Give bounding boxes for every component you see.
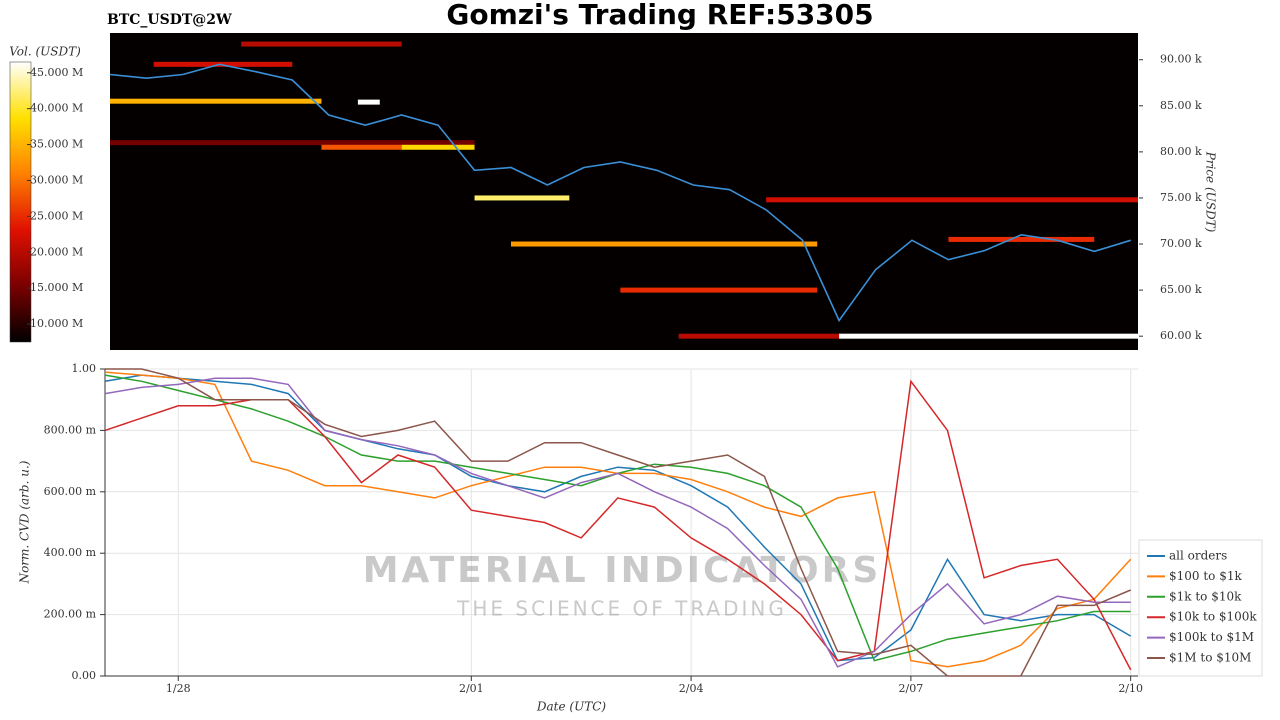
- liquidity-band: [357, 99, 380, 105]
- y-tick-label: 90.00 k: [1160, 53, 1202, 66]
- y-axis-label: Norm. CVD (arb. u.): [18, 460, 32, 584]
- colorbar-tick-label: 35.000 M: [30, 138, 83, 151]
- y-axis-label: Price (USDT): [1204, 151, 1218, 233]
- chart-title: Gomzi's Trading REF:53305: [446, 0, 873, 31]
- x-tick-label: 2/04: [679, 682, 704, 695]
- cvd-line: [105, 368, 1131, 677]
- liquidity-band: [510, 241, 818, 247]
- colorbar-tick-label: 45.000 M: [30, 66, 83, 79]
- y-tick-label: 60.00 k: [1160, 329, 1202, 342]
- y-tick-label: 800.00 m: [44, 423, 97, 436]
- x-axis-label: Date (UTC): [536, 700, 606, 714]
- y-tick-label: 1.00: [72, 362, 97, 375]
- y-tick-label: 600.00 m: [44, 485, 97, 498]
- legend-label: all orders: [1169, 549, 1227, 563]
- y-tick-label: 0.00: [72, 669, 97, 682]
- liquidity-band: [110, 98, 322, 104]
- colorbar-tick-label: 20.000 M: [30, 245, 83, 258]
- liquidity-band: [321, 144, 402, 150]
- y-tick-label: 400.00 m: [44, 546, 97, 559]
- colorbar: [9, 61, 32, 343]
- liquidity-band: [474, 195, 570, 201]
- cvd-line: [104, 379, 1132, 671]
- liquidity-band: [241, 41, 402, 47]
- colorbar-tick-label: 30.000 M: [30, 173, 83, 186]
- watermark-title: MATERIAL INDICATORS: [363, 550, 882, 591]
- colorbar-label: Vol. (USDT): [9, 45, 81, 59]
- liquidity-band: [401, 144, 475, 150]
- x-tick-label: 2/01: [459, 682, 484, 695]
- liquidity-band: [839, 333, 1138, 339]
- colorbar-tick-label: 40.000 M: [30, 102, 83, 115]
- x-tick-label: 2/07: [899, 682, 924, 695]
- chart-subtitle: BTC_USDT@2W: [107, 12, 232, 28]
- colorbar-tick-label: 10.000 M: [30, 317, 83, 330]
- liquidity-band: [620, 287, 818, 293]
- price-line: [109, 63, 1131, 323]
- liquidity-band: [678, 333, 840, 339]
- y-tick-label: 65.00 k: [1160, 283, 1202, 296]
- legend-label: $100 to $1k: [1169, 569, 1242, 583]
- cvd-line: [104, 374, 1132, 662]
- cvd-line: [104, 371, 1132, 668]
- cvd-line: [104, 377, 1131, 668]
- y-tick-label: 200.00 m: [44, 608, 97, 621]
- colorbar-tick-label: 25.000 M: [30, 209, 83, 222]
- liquidity-band: [766, 197, 1138, 203]
- watermark-subtitle: THE SCIENCE OF TRADING: [456, 597, 787, 621]
- legend-label: $1k to $10k: [1169, 589, 1242, 603]
- liquidity-band: [110, 140, 475, 146]
- y-tick-label: 85.00 k: [1160, 99, 1202, 112]
- legend-label: $10k to $100k: [1169, 610, 1257, 624]
- x-tick-label: 2/10: [1118, 682, 1143, 695]
- liquidity-band: [948, 236, 1095, 242]
- legend: [1138, 539, 1263, 677]
- x-tick-label: 1/28: [166, 682, 191, 695]
- colorbar-tick-label: 15.000 M: [30, 281, 83, 294]
- y-tick-label: 75.00 k: [1160, 191, 1202, 204]
- legend-label: $1M to $10M: [1169, 651, 1251, 665]
- y-tick-label: 80.00 k: [1160, 145, 1202, 158]
- legend-label: $100k to $1M: [1169, 630, 1254, 644]
- y-tick-label: 70.00 k: [1160, 237, 1202, 250]
- heatmap-background: [110, 33, 1138, 350]
